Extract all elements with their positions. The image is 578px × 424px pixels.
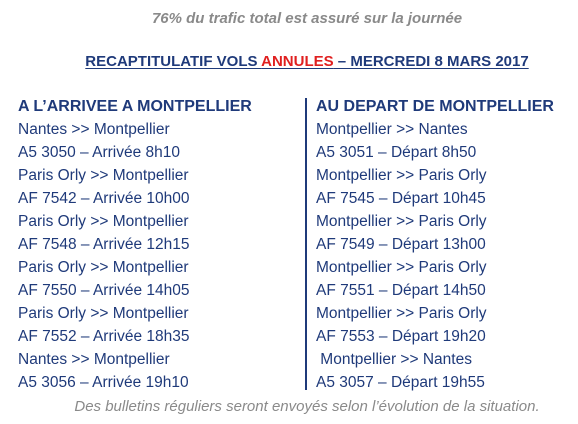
arrival-flight: A5 3050 – Arrivée 8h10	[18, 144, 181, 161]
departure-route: Montpellier >> Paris Orly	[316, 213, 487, 230]
arrival-route: Nantes >> Montpellier	[18, 351, 170, 368]
arrival-flight: AF 7548 – Arrivée 12h15	[18, 236, 190, 253]
traffic-note: 76% du trafic total est assuré sur la jo…	[151, 10, 463, 27]
departures-header: AU DEPART DE MONTPELLIER	[316, 98, 554, 115]
arrival-route: Paris Orly >> Montpellier	[18, 259, 189, 276]
departures-column: AU DEPART DE MONTPELLIER Montpellier >> …	[316, 96, 578, 394]
departure-flight: AF 7551 – Départ 14h50	[316, 282, 486, 299]
title-part-1: RECAPTITULATIF VOLS	[85, 53, 262, 70]
departure-route: Montpellier >> Paris Orly	[316, 167, 487, 184]
arrival-route: Paris Orly >> Montpellier	[18, 305, 189, 322]
title-highlight: ANNULES	[261, 53, 334, 70]
bulletin-note: Des bulletins réguliers seront envoyés s…	[74, 398, 540, 415]
page-title: RECAPTITULATIF VOLS ANNULES – MERCREDI 8…	[0, 53, 578, 70]
arrival-flight: AF 7550 – Arrivée 14h05	[18, 282, 190, 299]
departure-flight: A5 3057 – Départ 19h55	[316, 374, 485, 391]
arrival-flight: AF 7542 – Arrivée 10h00	[18, 190, 190, 207]
arrival-route: Nantes >> Montpellier	[18, 121, 170, 138]
arrival-flight: A5 3056 – Arrivée 19h10	[18, 374, 189, 391]
arrivals-column: A L’ARRIVEE A MONTPELLIER Nantes >> Mont…	[18, 96, 298, 394]
column-divider	[305, 98, 307, 390]
departure-flight: AF 7553 – Départ 19h20	[316, 328, 486, 345]
departure-flight: AF 7549 – Départ 13h00	[316, 236, 486, 253]
arrival-flight: AF 7552 – Arrivée 18h35	[18, 328, 190, 345]
arrivals-header: A L’ARRIVEE A MONTPELLIER	[18, 98, 252, 115]
departure-flight: A5 3051 – Départ 8h50	[316, 144, 477, 161]
title-text: RECAPTITULATIF VOLS ANNULES – MERCREDI 8…	[85, 53, 528, 70]
arrival-route: Paris Orly >> Montpellier	[18, 213, 189, 230]
departure-route: Montpellier >> Nantes	[316, 351, 472, 368]
departure-route: Montpellier >> Paris Orly	[316, 305, 487, 322]
departure-flight: AF 7545 – Départ 10h45	[316, 190, 486, 207]
departure-route: Montpellier >> Paris Orly	[316, 259, 487, 276]
arrival-route: Paris Orly >> Montpellier	[18, 167, 189, 184]
title-part-2: – MERCREDI 8 MARS 2017	[333, 53, 529, 70]
departure-route: Montpellier >> Nantes	[316, 121, 468, 138]
